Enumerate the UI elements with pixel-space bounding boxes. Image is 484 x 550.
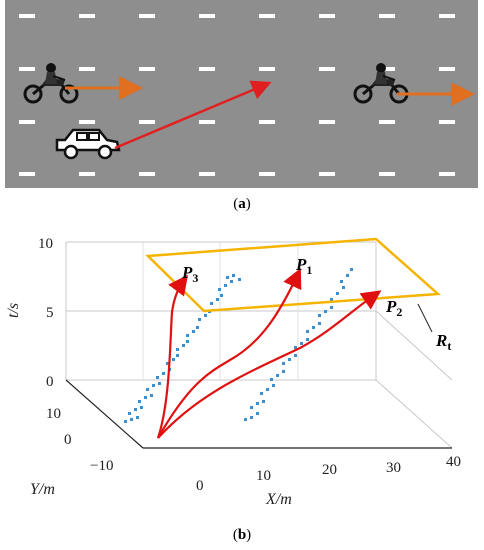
- axes: [65, 379, 452, 449]
- lane-markings: [19, 14, 455, 176]
- occupancy-cloud-right: [244, 268, 353, 421]
- trajectory-p1: [157, 268, 302, 439]
- trajectory-p3: [156, 274, 188, 439]
- car-arrow: [114, 80, 272, 150]
- road-scene-panel: [5, 0, 478, 188]
- t-tick-5: 5: [46, 305, 54, 321]
- lane-row-2: [19, 67, 455, 71]
- x-axis-label: X/m: [265, 491, 292, 508]
- label-p3: P3: [181, 263, 198, 285]
- x-tick-10: 10: [256, 468, 271, 484]
- y-axis-label: Y/m: [30, 481, 55, 498]
- trajectory-3d-plot: 10 5 0 t/s 10 0 −10 Y/m 0 10 20 30 40 X/…: [5, 236, 461, 508]
- caption-b: (b): [232, 527, 252, 543]
- y-tick-neg10: −10: [90, 458, 113, 474]
- t-axis-label: t/s: [5, 303, 22, 318]
- label-p1: P1: [295, 255, 312, 277]
- label-rt: Rt: [435, 331, 451, 353]
- lane-row-3: [19, 120, 455, 124]
- lane-row-1: [19, 14, 455, 18]
- t-tick-10: 10: [38, 236, 53, 252]
- rt-pointer: [417, 303, 433, 333]
- motorcycle-icon: [23, 63, 79, 104]
- x-tick-30: 30: [386, 460, 401, 476]
- road-scene: [19, 14, 475, 176]
- x-tick-0: 0: [196, 478, 204, 494]
- x-tick-20: 20: [322, 462, 337, 478]
- label-p2: P2: [385, 297, 402, 319]
- car-icon: [55, 128, 121, 160]
- caption-a: (a): [233, 196, 251, 212]
- y-tick-0: 0: [64, 432, 72, 448]
- x-tick-40: 40: [446, 454, 461, 470]
- motorcycle-icon: [353, 63, 409, 104]
- t-tick-0: 0: [46, 374, 54, 390]
- lane-row-4: [19, 172, 455, 176]
- plot-box: [65, 241, 453, 449]
- y-tick-10: 10: [46, 406, 61, 422]
- y-axis-line: [65, 379, 144, 449]
- trajectory-p2: [157, 290, 382, 439]
